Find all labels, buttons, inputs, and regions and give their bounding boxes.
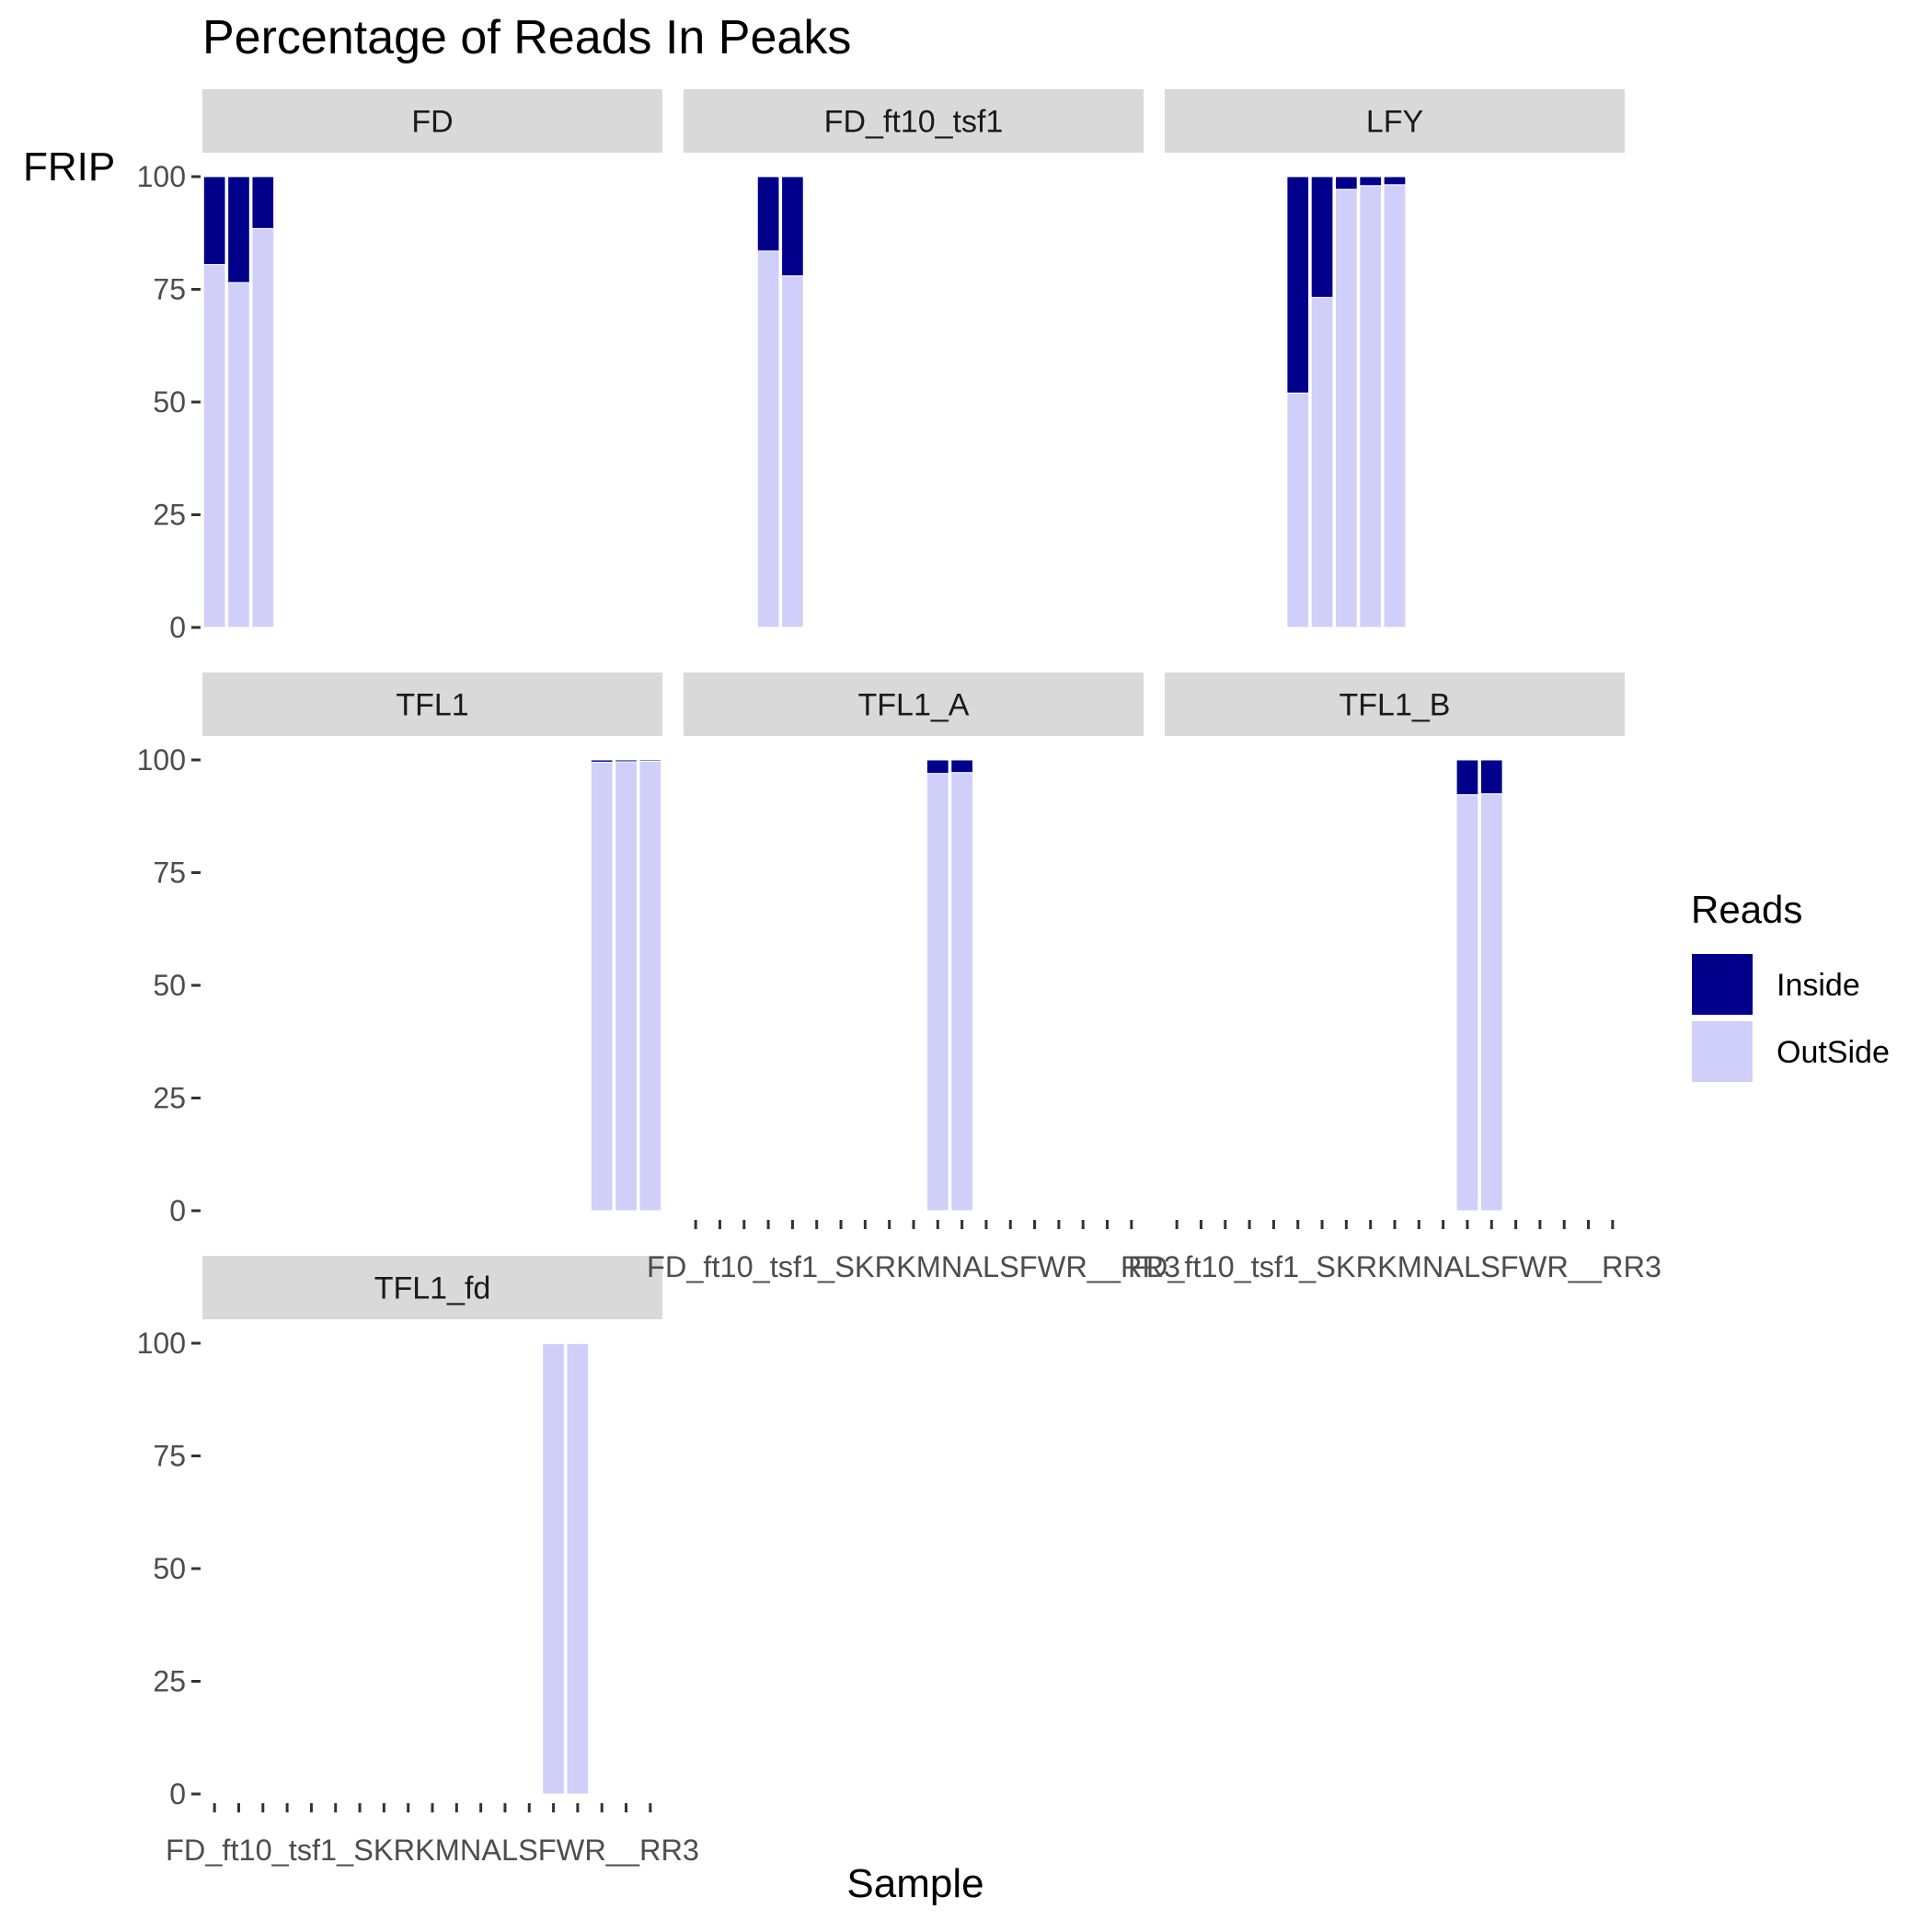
- bar-inside-tfl1-b-1: [1455, 759, 1479, 796]
- bar-outside-tfl1-b-1: [1455, 794, 1479, 1212]
- bar-outside-tfl1-a-1: [926, 773, 949, 1212]
- facet-strip-label: TFL1_fd: [374, 1271, 491, 1306]
- bar-outside-tfl1-a-2: [950, 772, 973, 1212]
- facet-strip-label: FD_ft10_tsf1: [824, 105, 1004, 140]
- y-tick-label: 50: [153, 1552, 186, 1585]
- bar-inside-lfy-2: [1310, 176, 1334, 298]
- y-tick-label: 75: [153, 273, 186, 306]
- bar-outside-fd-3: [251, 227, 275, 628]
- bar-inside-tfl1-r3: [638, 759, 662, 762]
- bar-inside-tfl1-r1: [590, 759, 614, 763]
- x-tick-labels-overlapping: FD_ft10_tsf1_SKRKMNALSFWR__RR3: [166, 1834, 699, 1867]
- legend-key-outside: [1690, 1019, 1754, 1084]
- bar-inside-lfy-3: [1335, 176, 1358, 190]
- bar-inside-fd-2: [227, 176, 250, 283]
- facet-strip-background: [202, 89, 662, 153]
- bar-outside-lfy-4: [1359, 185, 1383, 628]
- x-axis-title: Sample: [846, 1861, 983, 1906]
- legend-title: Reads: [1691, 888, 1802, 931]
- bar-inside-fd-3: [251, 176, 275, 229]
- y-tick-label: 100: [137, 743, 186, 776]
- y-tick-label: 50: [153, 385, 186, 419]
- legend-label-inside: Inside: [1777, 968, 1860, 1003]
- y-tick-label: 100: [137, 1327, 186, 1360]
- facet-strip-label: TFL1: [396, 688, 468, 723]
- facet-strip-background: [684, 673, 1144, 736]
- bar-outside-tfl1-fd-1: [542, 1342, 565, 1795]
- bar-outside-tfl1-r3: [638, 760, 662, 1212]
- bar-outside-lfy-5: [1383, 184, 1407, 628]
- facet-strip-background: [1165, 89, 1625, 153]
- facet-panel-tfl1-b: TFL1_B: [1165, 673, 1625, 1212]
- y-tick-label: 0: [169, 1194, 186, 1227]
- bar-outside-tfl1-r2: [615, 761, 638, 1212]
- y-tick-label: 75: [153, 1440, 186, 1473]
- y-tick-label: 0: [169, 611, 186, 644]
- facet-strip-background: [202, 673, 662, 736]
- x-tick-labels-overlapping: FD_ft10_tsf1_SKRKMNALSFWR__RR3: [1128, 1250, 1662, 1283]
- y-axis-title: FRIP: [23, 144, 115, 190]
- bar-outside-tfl1-fd-2: [566, 1342, 590, 1795]
- bar-outside-fd-ft10-tsf1-2: [781, 275, 804, 628]
- bar-inside-tfl1-a-2: [950, 759, 973, 774]
- bar-inside-lfy-4: [1359, 176, 1383, 187]
- y-tick-label: 25: [153, 499, 186, 532]
- x-axis-2: FD_ft10_tsf1_SKRKMNALSFWR__RR3: [166, 1803, 699, 1867]
- chart-title: Percentage of Reads In Peaks: [202, 11, 851, 64]
- y-tick-label: 75: [153, 857, 186, 890]
- bar-outside-lfy-3: [1335, 189, 1358, 628]
- facet-panel-fd-ft10-tsf1: FD_ft10_tsf1: [684, 89, 1144, 628]
- facet-strip-background: [1165, 673, 1625, 736]
- legend-label-outside: OutSide: [1777, 1035, 1890, 1070]
- facet-panel-tfl1: TFL1 0 25 50 75 100: [137, 673, 662, 1227]
- legend-key-inside: [1690, 952, 1754, 1017]
- x-axis-1: FD_ft10_tsf1_SKRKMNALSFWR__RR3: [1128, 1220, 1662, 1283]
- facet-strip-label: TFL1_A: [858, 688, 970, 723]
- bar-inside-lfy-1: [1286, 176, 1310, 394]
- bar-inside-tfl1-a-1: [926, 759, 949, 775]
- bar-inside-fd-ft10-tsf1-2: [781, 176, 804, 277]
- facet-strip-background: [684, 89, 1144, 153]
- facet-strip-label: FD: [411, 105, 453, 140]
- facet-panels: FD 0 25 50 75 100 FD_ft10_tsf1 LFY TFL1 0 25 50 75 10…: [137, 89, 1662, 1867]
- legend: Reads Inside OutSide: [1690, 888, 1890, 1084]
- bar-outside-fd-ft10-tsf1-1: [756, 250, 780, 628]
- bar-outside-lfy-1: [1286, 392, 1310, 628]
- facet-strip-label: LFY: [1366, 105, 1423, 140]
- bar-inside-tfl1-r2: [615, 759, 638, 763]
- facet-strip-label: TFL1_B: [1340, 688, 1451, 723]
- bar-outside-fd-2: [227, 282, 250, 628]
- bar-outside-tfl1-b-2: [1479, 793, 1503, 1212]
- y-tick-label: 50: [153, 969, 186, 1002]
- y-tick-label: 100: [137, 160, 186, 193]
- x-tick-labels-overlapping: FD_ft10_tsf1_SKRKMNALSFWR__RR3: [647, 1250, 1180, 1283]
- facet-panel-lfy: LFY: [1165, 89, 1625, 628]
- bar-inside-fd-1: [202, 176, 226, 266]
- x-axis-0: FD_ft10_tsf1_SKRKMNALSFWR__RR3: [647, 1220, 1180, 1283]
- bar-outside-lfy-2: [1310, 296, 1334, 628]
- y-tick-label: 0: [169, 1777, 186, 1811]
- bar-outside-tfl1-r1: [590, 761, 614, 1212]
- facet-panel-tfl1-fd: TFL1_fd 0 25 50 75 100: [137, 1256, 662, 1811]
- bar-outside-fd-1: [202, 264, 226, 628]
- bar-inside-fd-ft10-tsf1-1: [756, 176, 780, 252]
- facet-strip-background: [202, 1256, 662, 1319]
- y-tick-label: 25: [153, 1665, 186, 1698]
- bar-inside-lfy-5: [1383, 176, 1407, 186]
- y-tick-label: 25: [153, 1082, 186, 1115]
- bar-inside-tfl1-b-2: [1479, 759, 1503, 795]
- facet-panel-tfl1-a: TFL1_A: [684, 673, 1144, 1212]
- facet-panel-fd: FD 0 25 50 75 100: [137, 89, 662, 644]
